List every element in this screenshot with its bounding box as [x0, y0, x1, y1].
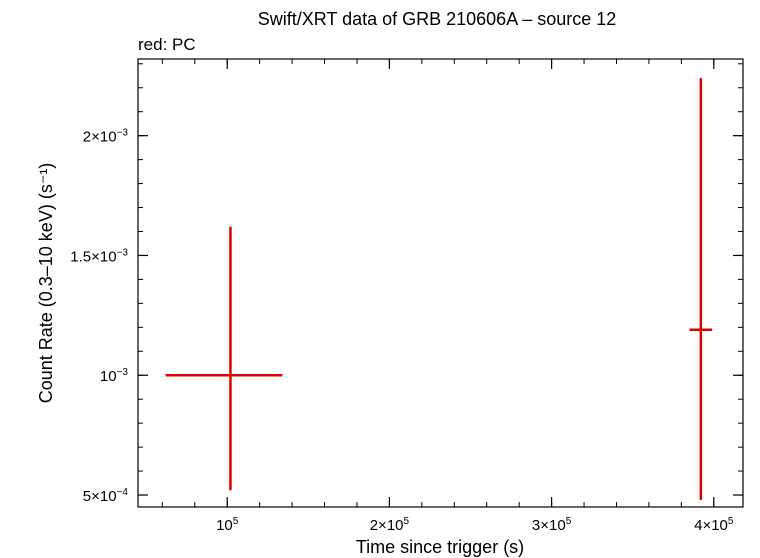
plot-frame — [137, 58, 744, 508]
data-points — [165, 78, 713, 500]
x-tick-label: 4×105 — [694, 516, 734, 534]
y-tick-label: 5×10−4 — [83, 487, 129, 505]
x-tick-label: 2×105 — [370, 516, 410, 534]
y-tick-label: 2×10−3 — [83, 128, 129, 146]
x-tick-label: 105 — [216, 516, 239, 534]
axis-ticks — [138, 59, 743, 507]
x-tick-label: 3×105 — [532, 516, 572, 534]
chart-subtitle: red: PC — [138, 35, 196, 54]
y-tick-label: 1.5×10−3 — [70, 247, 128, 265]
x-axis-label: Time since trigger (s) — [356, 537, 524, 557]
tick-labels: 105 2×105 3×105 4×105 5×10−4 10−3 1.5×10−3 2×10… — [70, 128, 734, 534]
chart-title: Swift/XRT data of GRB 210606A – source 1… — [258, 9, 617, 29]
y-axis-label: Count Rate (0.3–10 keV) (s⁻¹) — [36, 163, 56, 404]
y-tick-label: 10−3 — [100, 367, 129, 385]
